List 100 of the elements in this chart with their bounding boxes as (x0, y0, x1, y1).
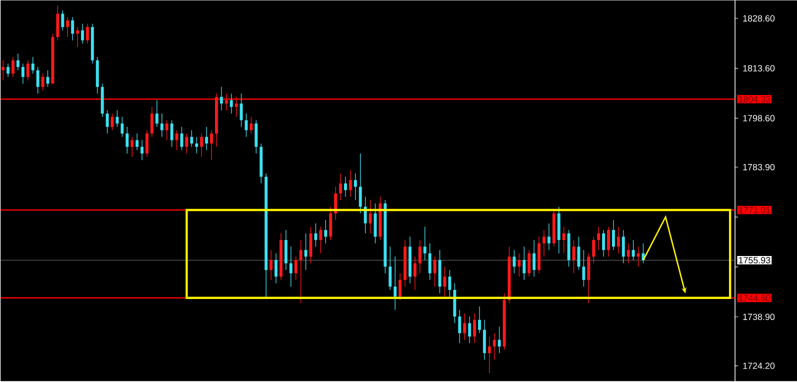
candlestick (413, 256, 416, 291)
candlestick (463, 313, 466, 340)
candlestick (512, 250, 516, 274)
ref-line-label: 1744.60 (738, 294, 770, 302)
candlestick (200, 133, 204, 158)
candlestick (81, 24, 84, 44)
candlestick (230, 93, 233, 114)
candlestick (616, 226, 620, 254)
candlestick (458, 310, 462, 344)
candlestick (110, 113, 114, 131)
candlestick (344, 176, 347, 198)
candlestick (160, 113, 164, 138)
candlestick (577, 236, 580, 271)
candlestick (394, 256, 397, 310)
candlestick (86, 24, 89, 44)
candlestick (165, 120, 168, 141)
candlestick (120, 116, 124, 138)
candlestick (175, 130, 178, 151)
candlestick (270, 250, 273, 281)
candlestick (358, 153, 362, 214)
candlestick (130, 136, 134, 158)
candlestick (254, 120, 258, 154)
candlestick (61, 10, 64, 31)
candlestick (106, 110, 109, 134)
candlestick (31, 56, 34, 74)
candlestick (66, 16, 70, 38)
candlestick (597, 226, 600, 251)
candlestick (448, 270, 452, 298)
candlestick (155, 100, 158, 128)
candlestick (294, 256, 298, 281)
candlestick (71, 16, 74, 41)
y-tick-label: 1813.60 (743, 65, 775, 72)
candlestick (473, 313, 476, 344)
candlestick (234, 96, 238, 118)
candlestick (210, 130, 213, 161)
candlestick (289, 246, 292, 288)
candlestick (319, 226, 322, 254)
candlestick (636, 246, 640, 268)
candlestick (433, 256, 436, 288)
candlestick (423, 226, 426, 261)
candlestick (224, 93, 228, 111)
candlestick (354, 173, 357, 201)
candlestick (592, 236, 596, 264)
candlestick (126, 126, 129, 154)
candlestick (136, 133, 139, 151)
candlestick (482, 320, 486, 360)
candlestick (602, 230, 606, 258)
candlestick (56, 5, 60, 41)
candlestick (612, 220, 615, 251)
candlestick (41, 74, 44, 91)
candlestick (146, 130, 148, 158)
candlestick (532, 240, 536, 278)
candlestick (418, 240, 422, 274)
candlestick (240, 93, 243, 128)
candlestick (116, 110, 119, 128)
candlestick (522, 246, 526, 281)
candlestick (16, 54, 20, 71)
candlestick (21, 64, 24, 84)
y-tick-label: 1738.90 (743, 314, 775, 320)
candlestick (36, 66, 40, 94)
candlestick (518, 253, 521, 278)
candlestick (607, 226, 610, 258)
ref-line-label: 1771.01 (738, 207, 770, 214)
candlestick (140, 140, 144, 161)
candlestick (26, 60, 30, 81)
candlestick (398, 273, 402, 300)
candlestick (170, 120, 174, 148)
candlestick (205, 126, 208, 151)
candlestick (304, 233, 308, 271)
y-tick-label: 1828.60 (743, 15, 775, 22)
candlestick (348, 170, 352, 198)
ref-line-label: 1804.33 (738, 96, 770, 103)
candlestick (572, 240, 576, 274)
candlestick (76, 26, 80, 48)
candlestick (498, 326, 501, 354)
candlestick (587, 253, 590, 304)
candlestick (324, 220, 328, 244)
candlestick (492, 333, 496, 360)
candlestick (488, 336, 491, 374)
candlestick (250, 116, 253, 134)
candlestick (428, 243, 432, 281)
candlestick (274, 253, 278, 284)
candlestick (314, 223, 318, 248)
ref-line-label: 1755.93 (738, 257, 770, 264)
candlestick (220, 86, 223, 111)
candlestick (368, 200, 372, 234)
candlestick (542, 230, 546, 258)
candlestick (468, 316, 472, 344)
candlestick (547, 223, 550, 251)
candlestick (195, 136, 198, 154)
candlestick (12, 56, 15, 78)
y-tick-label: 1724.20 (743, 362, 775, 370)
candlestick (150, 106, 154, 138)
candlestick (622, 230, 625, 264)
candlestick (299, 240, 302, 304)
candlestick (284, 230, 288, 271)
y-tick-label: 1798.60 (743, 115, 775, 122)
candlestick (388, 246, 392, 291)
candlestick (2, 60, 5, 81)
candlestick (339, 173, 342, 201)
